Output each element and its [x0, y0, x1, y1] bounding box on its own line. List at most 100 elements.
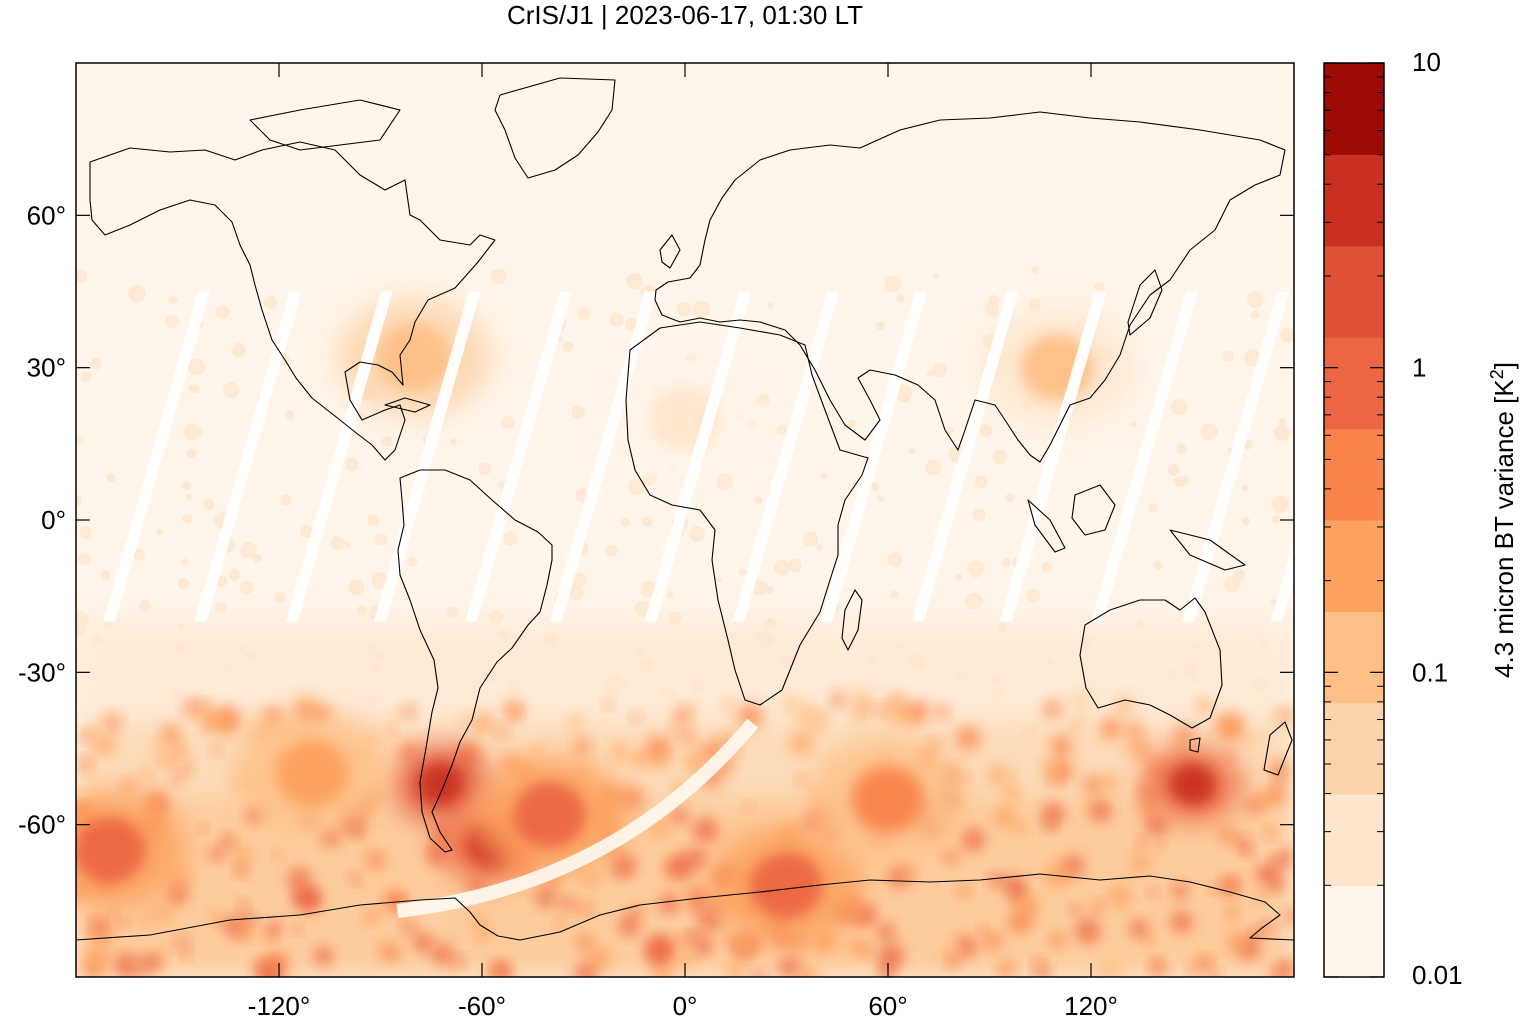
swath-gap — [999, 291, 1107, 622]
field-speckle — [888, 692, 905, 709]
field-speckle — [1014, 896, 1031, 912]
field-speckle — [978, 924, 987, 933]
field-speckle — [367, 643, 376, 651]
field-speckle — [222, 382, 240, 399]
field-speckle — [1271, 495, 1289, 514]
field-speckle — [76, 610, 89, 628]
field-speckle — [1014, 821, 1028, 835]
field-speckle — [765, 585, 774, 594]
field-speckle — [1269, 964, 1290, 977]
field-speckle — [992, 449, 1008, 465]
field-speckle — [752, 969, 766, 977]
field-speckle — [199, 824, 208, 833]
field-speckle — [627, 737, 636, 746]
coastline-tasmania — [1189, 737, 1201, 753]
field-speckle — [1264, 826, 1277, 839]
field-speckle — [691, 680, 705, 694]
field-speckle — [890, 590, 899, 599]
field-speckle — [182, 513, 193, 524]
field-speckle — [238, 899, 249, 910]
field-speckle — [1261, 790, 1276, 805]
field-speckle — [692, 935, 713, 956]
field-speckle — [567, 714, 584, 732]
field-speckle — [369, 662, 380, 673]
field-speckle — [1280, 327, 1294, 343]
field-speckle — [631, 713, 641, 723]
swath-gap — [1091, 291, 1198, 622]
field-speckle — [113, 952, 140, 977]
field-speckle — [984, 301, 1000, 317]
field-speckle — [685, 756, 700, 771]
field-speckle — [1069, 903, 1081, 915]
field-speckle — [425, 909, 447, 930]
field-speckle — [213, 710, 237, 734]
field-speckle — [246, 650, 257, 661]
field-speckle — [909, 653, 927, 671]
field-speckle — [993, 805, 1018, 829]
field-speckle — [802, 531, 818, 548]
field-speckle — [744, 802, 754, 811]
field-speckle — [650, 749, 669, 769]
field-speckle — [1025, 727, 1035, 737]
field-speckle — [659, 894, 680, 915]
field-speckle — [1041, 561, 1053, 573]
field-speckle — [1225, 905, 1239, 920]
field-speckle — [384, 436, 393, 444]
field-speckle — [263, 295, 277, 310]
field-speckle — [851, 688, 870, 707]
field-speckle — [1278, 418, 1287, 426]
field-speckle — [188, 358, 206, 376]
field-speckle — [1154, 842, 1165, 852]
field-speckle — [796, 774, 806, 784]
field-speckle — [1082, 636, 1093, 647]
field-speckle — [190, 384, 201, 394]
field-speckle — [362, 845, 374, 856]
field-speckle — [877, 495, 885, 503]
field-speckle — [1143, 935, 1155, 947]
field-speckle — [185, 493, 192, 501]
field-speckle — [91, 358, 98, 365]
coastline-africa — [625, 321, 869, 706]
field-speckle — [449, 438, 457, 446]
field-speckle — [93, 733, 116, 756]
field-speckle — [1245, 726, 1269, 750]
field-speckle — [119, 918, 128, 928]
x-tick-label: 120° — [1064, 991, 1118, 1020]
field-speckle — [200, 713, 218, 732]
field-speckle — [1129, 919, 1149, 939]
field-speckle — [1174, 725, 1193, 743]
field-speckle — [1041, 802, 1065, 826]
coastline-madagascar — [841, 589, 863, 651]
field-speckle — [1067, 689, 1094, 715]
field-speckle — [1179, 475, 1189, 485]
swath-gap — [1270, 539, 1294, 622]
field-speckle — [692, 817, 719, 844]
swath-gap — [820, 291, 928, 622]
field-speckle — [902, 864, 917, 879]
field-speckle — [1176, 443, 1187, 455]
field-speckle — [535, 887, 557, 908]
field-speckle — [830, 692, 846, 708]
field-speckle — [1094, 281, 1105, 293]
field-speckle — [1107, 884, 1132, 909]
field-speckle — [909, 447, 916, 455]
field-speckle — [140, 915, 152, 927]
map-layer — [76, 63, 1294, 977]
colorbar-tick-label: 10 — [1412, 47, 1441, 77]
field-speckle — [387, 724, 397, 734]
field-speckle — [239, 541, 257, 560]
field-speckle — [879, 703, 901, 725]
field-speckle — [934, 704, 949, 719]
field-speckle — [560, 896, 575, 912]
field-speckle — [1200, 423, 1218, 441]
colorbar-tick-label: 1 — [1412, 353, 1426, 383]
swath-gap-arc — [396, 718, 759, 918]
field-speckle — [1193, 642, 1202, 651]
field-speckle — [870, 682, 883, 695]
field-speckle — [1100, 773, 1119, 792]
y-tick-label: 0° — [41, 505, 66, 535]
field-speckle — [493, 962, 510, 977]
field-speckle — [961, 772, 970, 782]
field-speckle — [1261, 921, 1275, 934]
field-speckle — [670, 807, 688, 825]
